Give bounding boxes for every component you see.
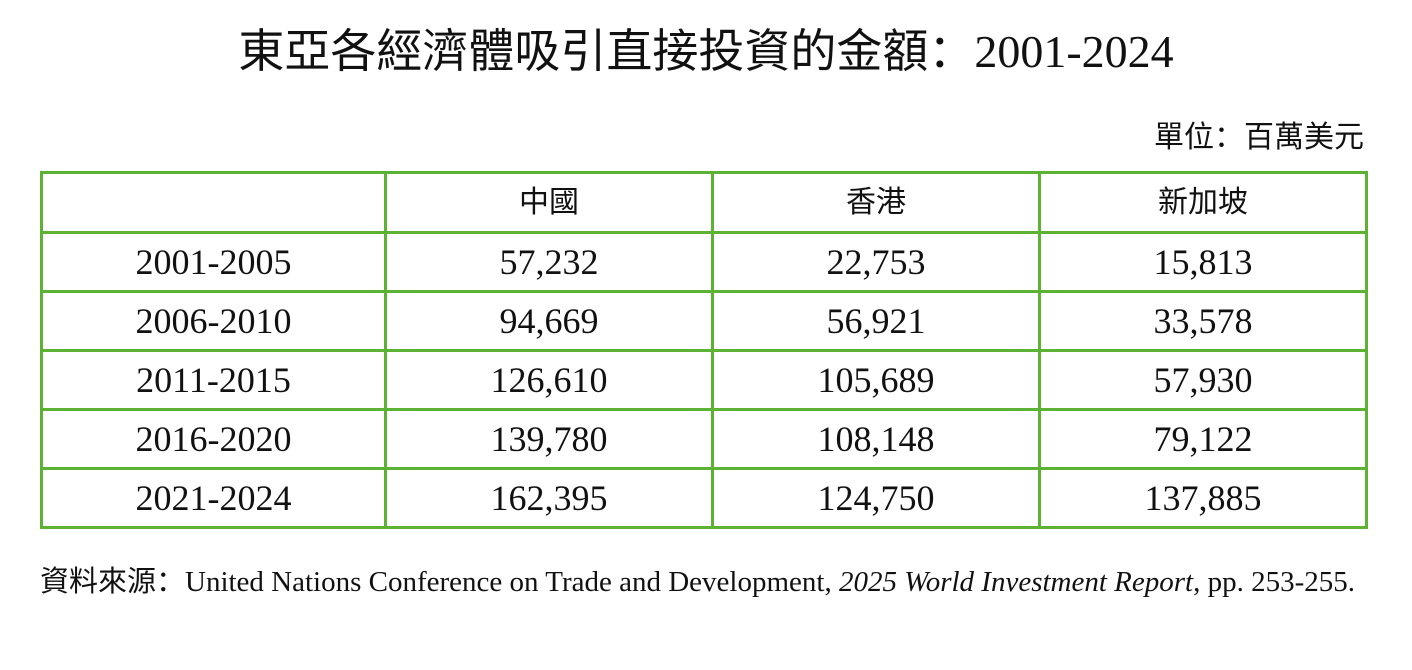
source-publication: 2025 World Investment Report <box>838 566 1194 598</box>
china-value-cell: 162,395 <box>384 467 714 529</box>
table-row: 2021-2024 162,395 124,750 137,885 <box>40 467 1368 529</box>
china-value-cell: 126,610 <box>384 349 714 411</box>
table-header-row: 中國 香港 新加坡 <box>40 171 1368 234</box>
singapore-value-cell: 137,885 <box>1038 467 1368 529</box>
source-prefix: 資料來源：United Nations Conference on Trade … <box>40 566 839 598</box>
page-title: 東亞各經濟體吸引直接投資的金額：2001-2024 <box>238 26 1174 77</box>
source-suffix: , pp. 253-255. <box>1193 566 1356 598</box>
hongkong-value-cell: 105,689 <box>711 349 1041 411</box>
header-cell-empty <box>40 171 387 234</box>
period-cell: 2006-2010 <box>40 290 387 352</box>
table-row: 2016-2020 139,780 108,148 79,122 <box>40 408 1368 470</box>
unit-label: 單位：百萬美元 <box>1154 121 1364 154</box>
header-cell-singapore: 新加坡 <box>1038 171 1368 234</box>
hongkong-value-cell: 56,921 <box>711 290 1041 352</box>
hongkong-value-cell: 22,753 <box>711 231 1041 293</box>
singapore-value-cell: 57,930 <box>1038 349 1368 411</box>
china-value-cell: 94,669 <box>384 290 714 352</box>
singapore-value-cell: 79,122 <box>1038 408 1368 470</box>
singapore-value-cell: 15,813 <box>1038 231 1368 293</box>
source-note: 資料來源：United Nations Conference on Trade … <box>40 554 1370 610</box>
fdi-table: 中國 香港 新加坡 2001-2005 57,232 22,753 15,813… <box>40 171 1368 529</box>
table-row: 2011-2015 126,610 105,689 57,930 <box>40 349 1368 411</box>
header-cell-hongkong: 香港 <box>711 171 1041 234</box>
hongkong-value-cell: 108,148 <box>711 408 1041 470</box>
singapore-value-cell: 33,578 <box>1038 290 1368 352</box>
hongkong-value-cell: 124,750 <box>711 467 1041 529</box>
table-row: 2001-2005 57,232 22,753 15,813 <box>40 231 1368 293</box>
period-cell: 2016-2020 <box>40 408 387 470</box>
period-cell: 2011-2015 <box>40 349 387 411</box>
period-cell: 2001-2005 <box>40 231 387 293</box>
china-value-cell: 57,232 <box>384 231 714 293</box>
period-cell: 2021-2024 <box>40 467 387 529</box>
china-value-cell: 139,780 <box>384 408 714 470</box>
table-row: 2006-2010 94,669 56,921 33,578 <box>40 290 1368 352</box>
header-cell-china: 中國 <box>384 171 714 234</box>
